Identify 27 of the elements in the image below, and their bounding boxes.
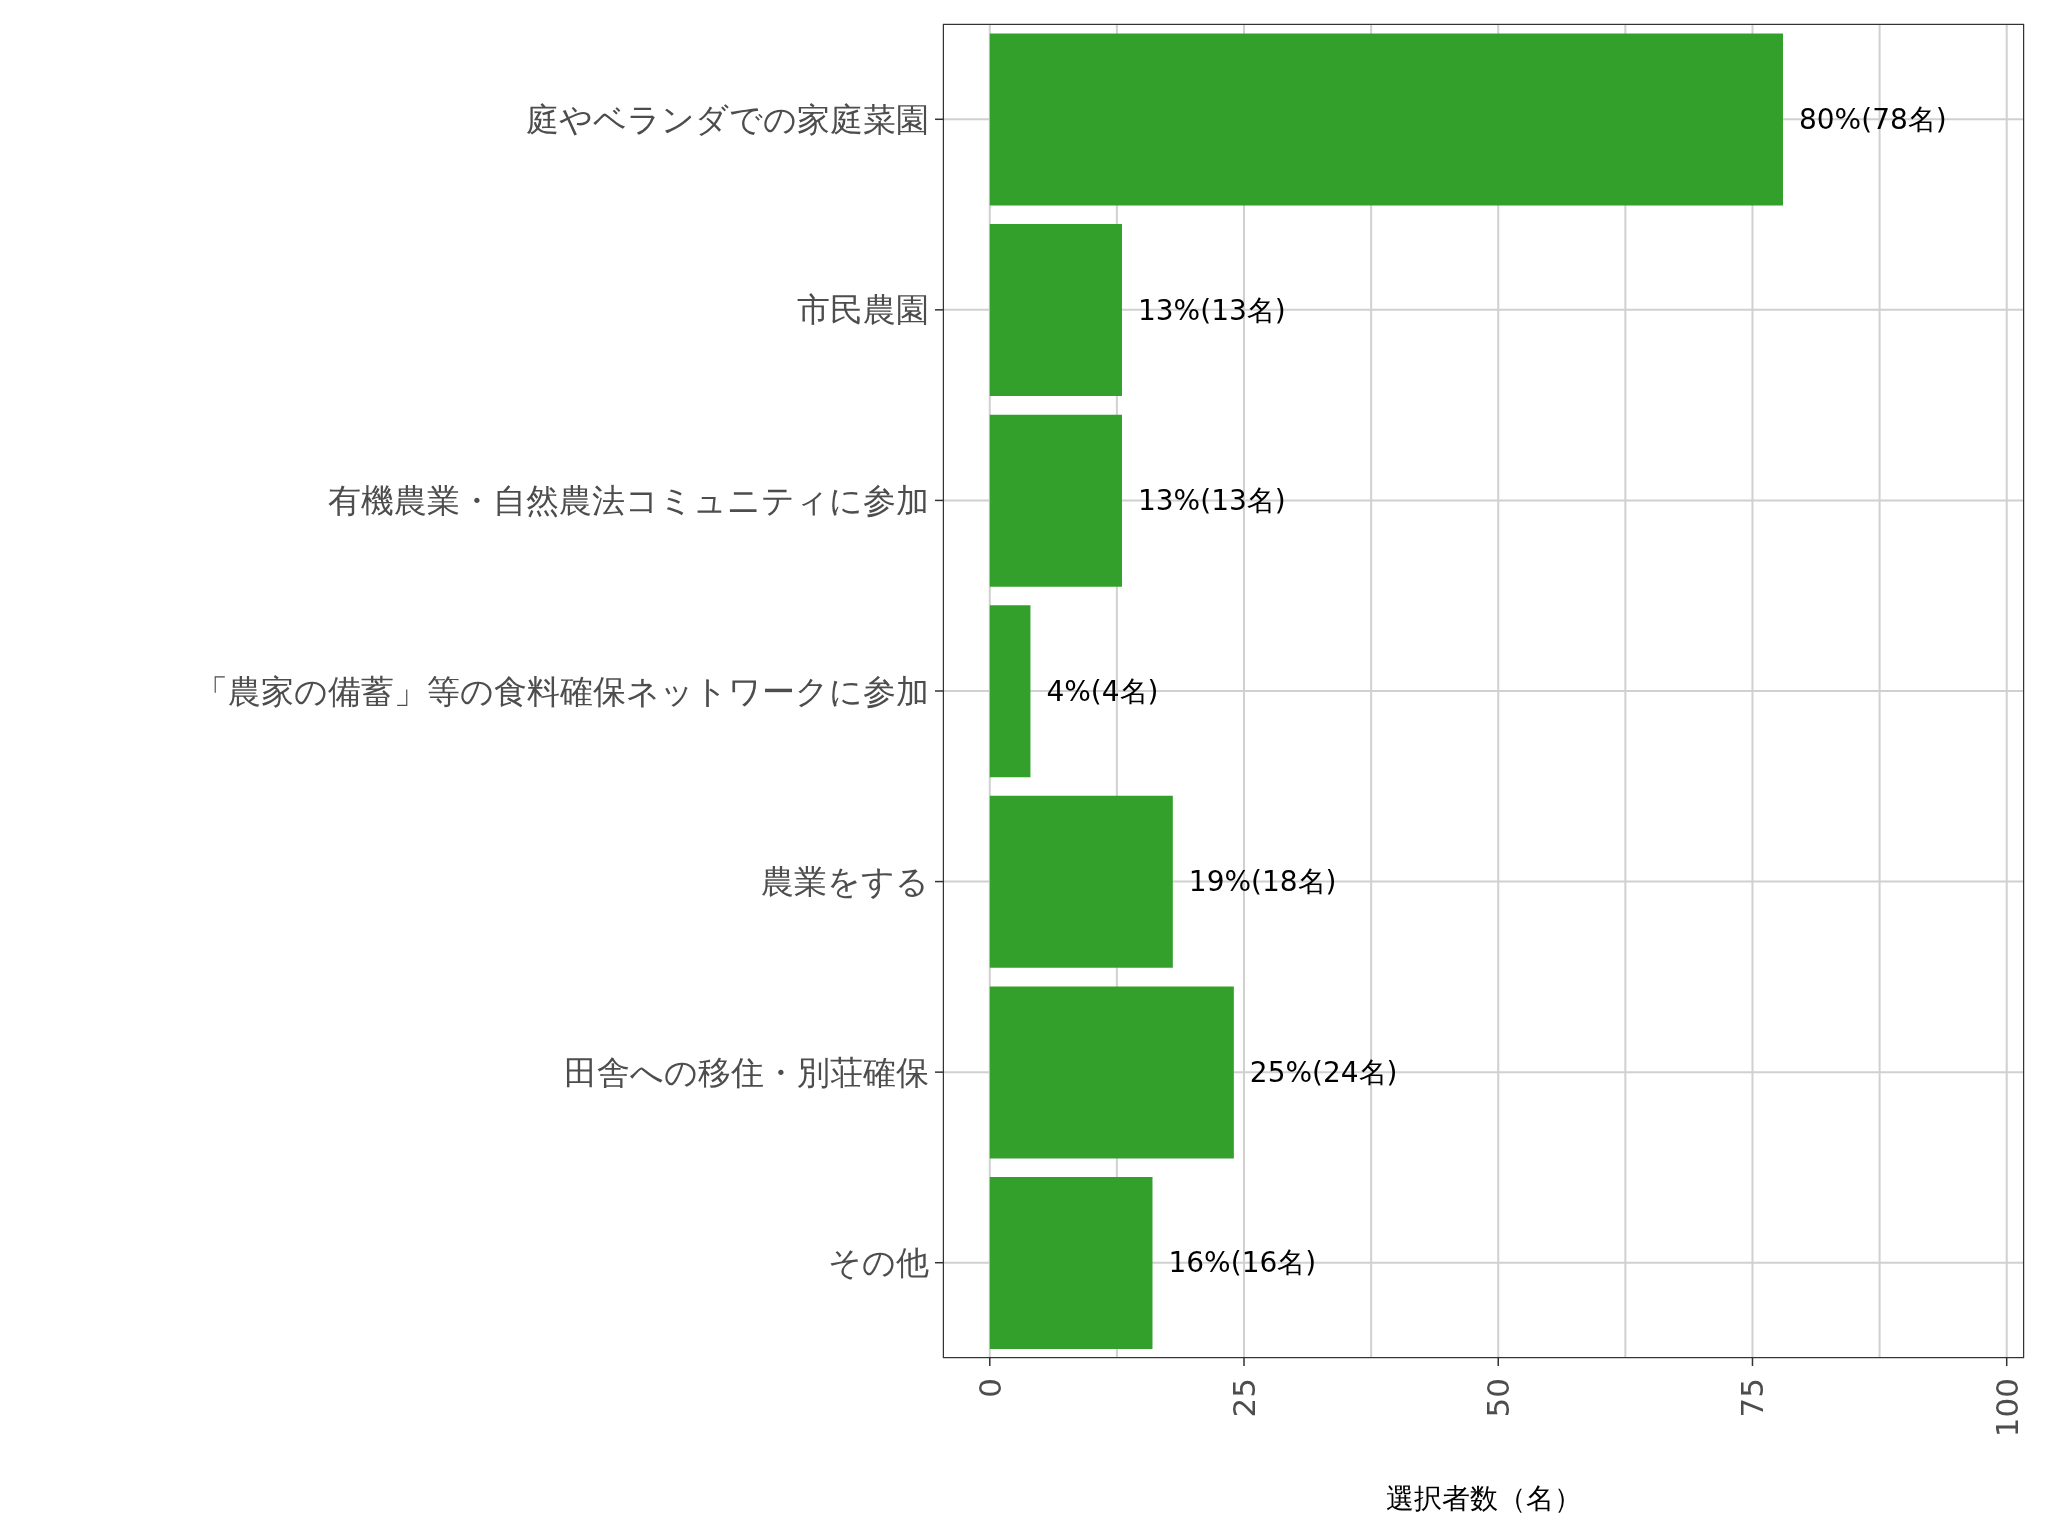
bar [989, 605, 1031, 778]
x-tick-label: 100 [1988, 1378, 2025, 1438]
data-label: 25%(24名) [1249, 1055, 1398, 1089]
y-tick-label: 「農家の備蓄」等の食料確保ネットワークに参加 [195, 671, 929, 711]
y-tick-label: 庭やベランダでの家庭菜園 [526, 99, 929, 139]
data-label: 13%(13名) [1137, 293, 1286, 327]
y-tick-label: 市民農園 [797, 290, 929, 330]
data-label: 4%(4名) [1046, 674, 1159, 708]
data-label: 16%(16名) [1168, 1246, 1317, 1280]
x-tick-label: 50 [1480, 1378, 1517, 1418]
bar [989, 33, 1783, 206]
bar [989, 414, 1122, 587]
y-tick-label: 田舎への移住・別荘確保 [564, 1052, 929, 1092]
x-tick-label: 0 [971, 1378, 1008, 1398]
y-tick-label: 有機農業・自然農法コミュニティに参加 [328, 480, 929, 520]
y-tick-label: 農業をする [761, 862, 929, 902]
y-tick-label: その他 [828, 1243, 929, 1283]
bar [989, 986, 1234, 1159]
x-axis-title: 選択者数（名） [1385, 1482, 1582, 1515]
data-label: 13%(13名) [1137, 484, 1286, 518]
bar [989, 224, 1122, 397]
data-label: 19%(18名) [1188, 865, 1337, 899]
bar [989, 1176, 1153, 1349]
x-tick-label: 75 [1734, 1378, 1771, 1418]
x-tick-label: 25 [1226, 1378, 1263, 1418]
data-label: 80%(78名) [1798, 103, 1947, 137]
bar [989, 795, 1173, 968]
